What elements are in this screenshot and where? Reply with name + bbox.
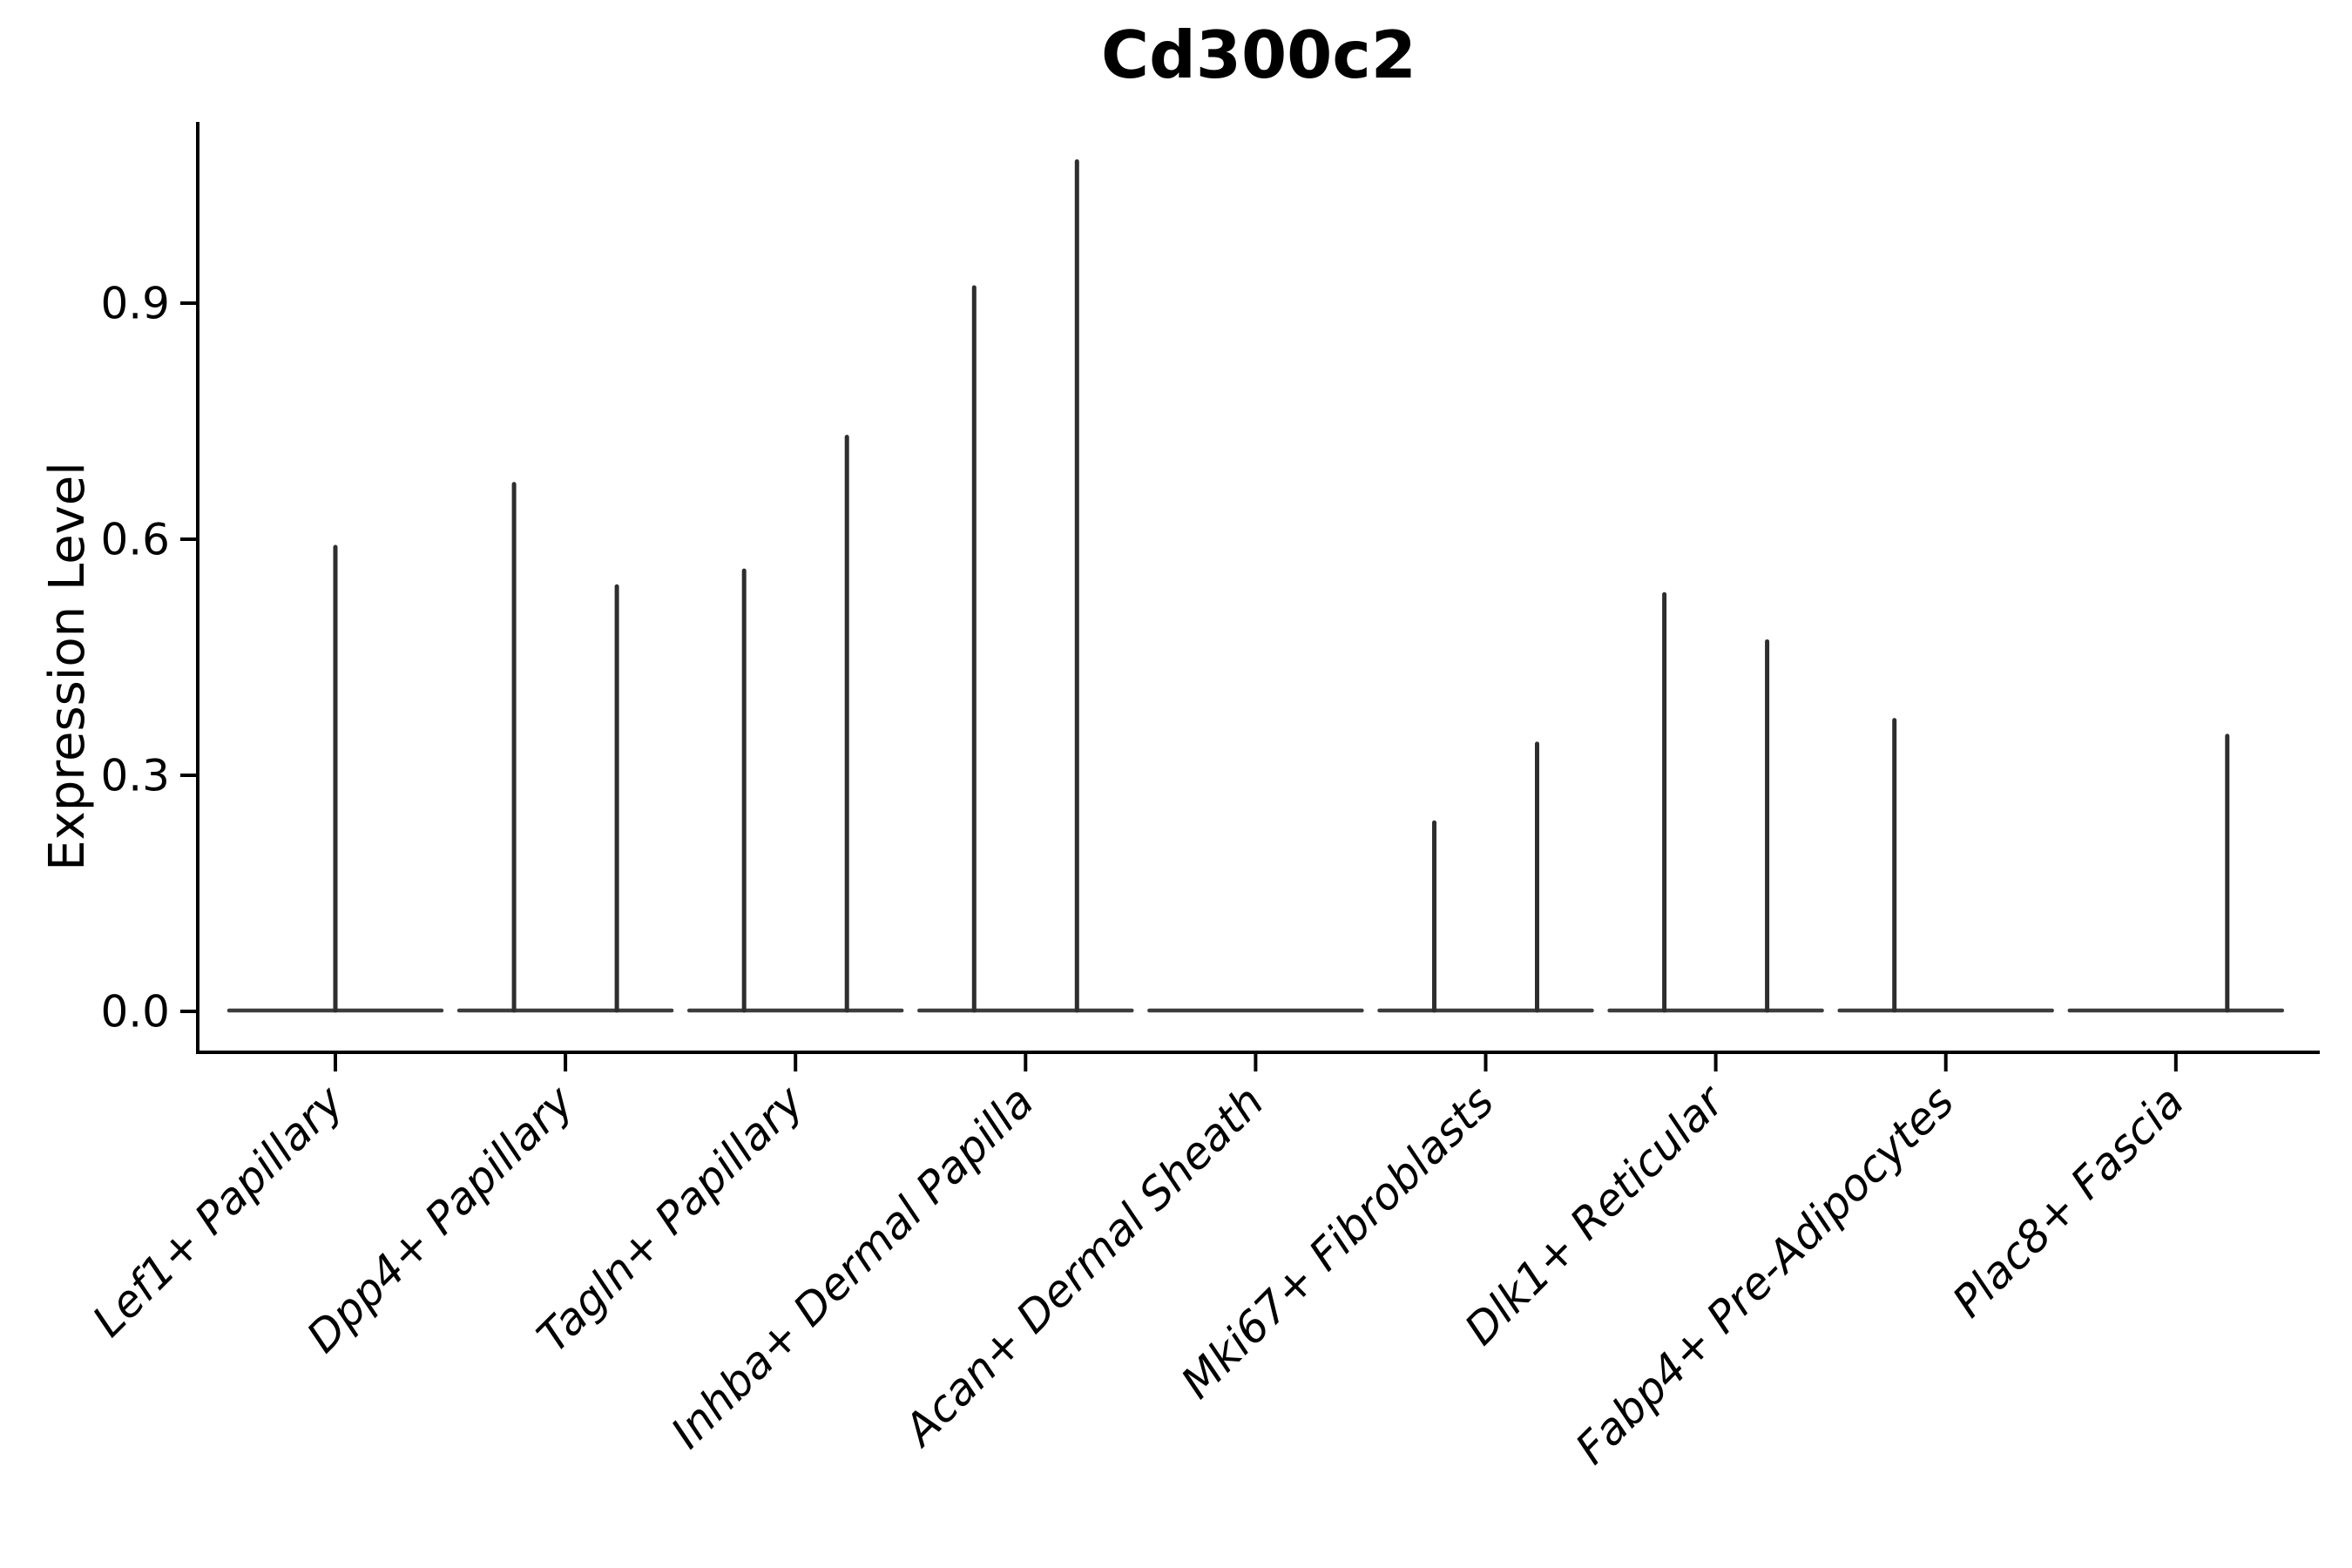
y-tick-label: 0.3 — [100, 751, 170, 801]
y-tick-label: 0.9 — [100, 279, 170, 329]
y-tick-label: 0.0 — [100, 987, 170, 1037]
chart-title: Cd300c2 — [1101, 17, 1416, 93]
x-tick-label: Inhba+ Dermal Papilla — [661, 1076, 1043, 1457]
x-tick-label: Plac8+ Fascia — [1943, 1076, 2193, 1327]
x-tick-label: Fabp4+ Pre-Adipocytes — [1566, 1076, 1964, 1474]
x-tick-label: Lef1+ Papillary — [83, 1075, 354, 1346]
y-tick-label: 0.6 — [100, 515, 170, 565]
